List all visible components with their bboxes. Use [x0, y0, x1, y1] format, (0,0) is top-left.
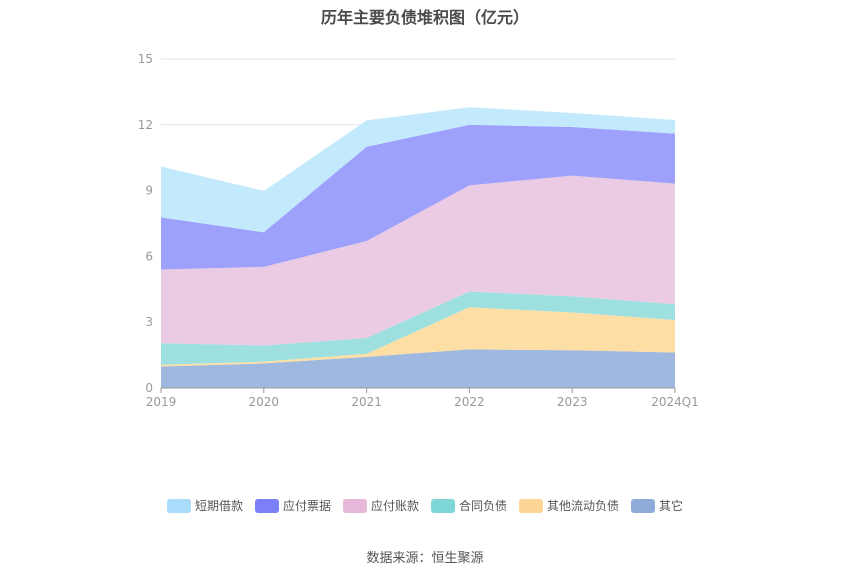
- legend-item[interactable]: 应付票据: [254, 497, 331, 514]
- legend-swatch: [166, 498, 191, 513]
- legend-swatch: [254, 498, 279, 513]
- x-tick-label: 2022: [454, 395, 485, 409]
- y-tick-label: 12: [138, 118, 153, 132]
- legend-label: 其他流动负债: [547, 499, 620, 513]
- legend-item[interactable]: 短期借款: [166, 497, 243, 514]
- area-series[interactable]: [161, 175, 675, 346]
- area-series[interactable]: [161, 291, 675, 365]
- legend-item[interactable]: 合同负债: [431, 497, 507, 514]
- legend: 短期借款 应付票据 应付账款 合同负债 其他流动负债 其它: [0, 497, 850, 514]
- chart-title: 历年主要负债堆积图（亿元）: [320, 8, 529, 27]
- legend-swatch: [631, 498, 656, 513]
- legend-swatch: [342, 498, 367, 513]
- x-tick-label: 2021: [351, 395, 382, 409]
- legend-label: 其它: [659, 499, 684, 513]
- legend-label: 短期借款: [194, 499, 243, 513]
- y-tick-label: 3: [145, 315, 153, 329]
- x-tick-label: 2024Q1: [651, 395, 699, 409]
- y-tick-label: 15: [138, 52, 153, 66]
- y-tick-label: 6: [145, 249, 153, 263]
- data-source: 数据来源：恒生聚源: [366, 551, 484, 566]
- x-tick-label: 2023: [557, 395, 588, 409]
- area-series[interactable]: [161, 107, 675, 233]
- legend-swatch: [431, 498, 455, 513]
- legend-swatch: [519, 498, 544, 513]
- legend-item[interactable]: 其他流动负债: [519, 497, 619, 514]
- area-layer: [161, 107, 675, 388]
- y-tick-label: 0: [145, 381, 153, 395]
- x-tick-label: 2020: [249, 395, 280, 409]
- y-tick-label: 9: [145, 184, 153, 198]
- legend-item[interactable]: 其它: [631, 497, 683, 514]
- legend-item[interactable]: 应付账款: [342, 497, 419, 514]
- legend-label: 合同负债: [459, 499, 508, 513]
- legend-label: 应付票据: [282, 499, 331, 513]
- axis-layer: 0 3 6 9 12 15 2019 2020 2021 2022 2023 2024Q1: [138, 52, 699, 409]
- legend-label: 应付账款: [370, 499, 419, 513]
- area-series[interactable]: [161, 124, 675, 270]
- x-tick-label: 2019: [146, 395, 177, 409]
- area-series[interactable]: [161, 307, 675, 367]
- area-series[interactable]: [161, 349, 675, 388]
